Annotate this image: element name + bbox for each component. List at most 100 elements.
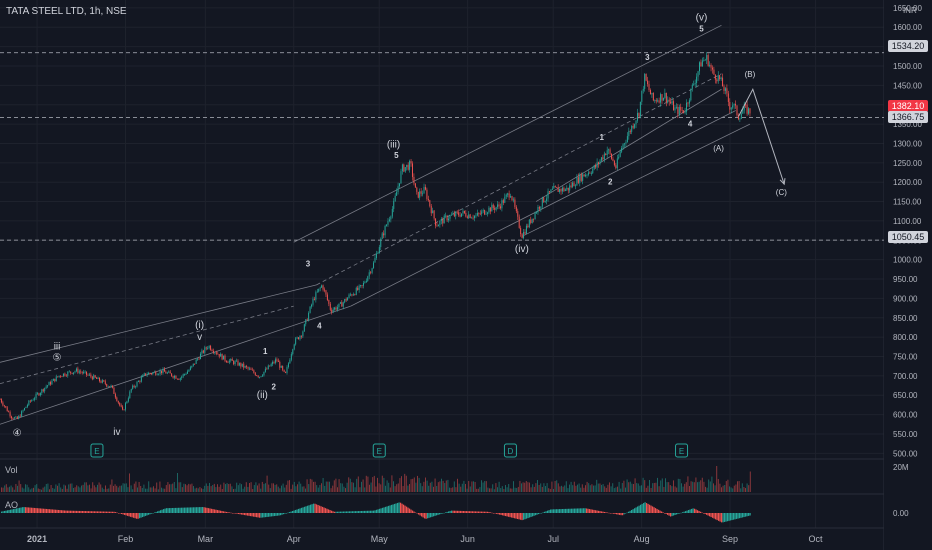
candle-body <box>68 371 70 373</box>
candle-body <box>299 335 301 340</box>
ao-bar <box>77 510 79 513</box>
candle-body <box>109 386 111 388</box>
volume-bar <box>186 485 188 492</box>
candle-body <box>717 75 719 82</box>
ao-bar <box>194 507 196 513</box>
ao-bar <box>400 502 402 513</box>
candle-body <box>371 268 373 273</box>
candle-body <box>163 368 165 372</box>
candle-body <box>57 376 59 378</box>
volume-bar <box>77 486 79 492</box>
volume-bar <box>69 483 71 492</box>
volume-bar <box>85 482 87 492</box>
volume-bar <box>303 486 305 492</box>
candle-body <box>106 384 108 387</box>
volume-bar <box>460 486 462 492</box>
volume-bar <box>413 477 415 492</box>
ao-bar <box>548 510 550 513</box>
ao-bar <box>190 507 192 513</box>
symbol-title[interactable]: TATA STEEL LTD, 1h, NSE <box>6 6 127 17</box>
ao-bar <box>643 503 645 513</box>
candle-body <box>387 221 389 225</box>
volume-bar <box>623 480 625 492</box>
volume-bar <box>471 481 473 492</box>
candle-body <box>608 149 610 151</box>
candle-body <box>339 302 341 304</box>
candle-body <box>707 55 709 66</box>
ao-bar <box>181 507 183 513</box>
volume-bar <box>269 488 271 492</box>
candle-body <box>559 188 561 192</box>
volume-bar <box>141 487 143 492</box>
candle-body <box>351 294 353 296</box>
ao-bar <box>407 507 409 513</box>
ao-bar <box>58 509 60 513</box>
volume-bar <box>386 480 388 492</box>
ao-bar <box>214 509 216 513</box>
candle-body <box>312 298 314 305</box>
price-axis[interactable]: 500.00550.00600.00650.00700.00750.00800.… <box>884 0 932 550</box>
ao-bar <box>230 512 232 514</box>
ao-bar <box>331 510 333 513</box>
volume-bar <box>517 486 519 492</box>
candle-body <box>727 93 729 102</box>
candle-body <box>632 125 634 128</box>
ao-bar <box>152 513 154 514</box>
volume-bar <box>604 486 606 492</box>
volume-bar <box>273 483 274 492</box>
volume-bar <box>53 488 55 492</box>
candle-body <box>140 377 142 382</box>
ao-bar <box>422 513 424 518</box>
candle-body <box>498 204 500 207</box>
volume-bar <box>522 482 524 492</box>
candle-body <box>399 183 401 187</box>
candle-body <box>148 372 150 375</box>
volume-bar <box>412 478 414 492</box>
ao-bar <box>289 512 291 513</box>
volume-bar <box>52 487 54 492</box>
ao-bar <box>68 510 70 513</box>
volume-bar <box>545 486 546 492</box>
volume-bar <box>322 477 324 492</box>
ao-bar <box>314 503 316 513</box>
volume-bar <box>457 478 458 492</box>
ao-bar <box>460 510 462 513</box>
ao-bar <box>464 511 466 513</box>
candle-body <box>313 298 315 300</box>
ao-bar <box>419 513 421 516</box>
volume-bar <box>621 483 623 492</box>
candle-body <box>16 416 18 419</box>
time-axis[interactable]: 2021 Feb Mar Apr May Jun Jul Aug Sep Oct <box>27 534 823 544</box>
volume-bar <box>381 475 383 492</box>
candle-body <box>38 393 40 396</box>
volume-bar <box>452 487 454 492</box>
candle-body <box>549 191 551 193</box>
ao-bar <box>455 510 457 513</box>
ao-bar <box>476 511 478 513</box>
candle-body <box>675 106 677 108</box>
ao-bar <box>13 509 15 513</box>
candle-body <box>499 206 501 209</box>
candle-body <box>645 73 647 81</box>
channel-line <box>293 24 722 243</box>
candle-body <box>683 110 685 113</box>
ao-bar <box>646 503 648 513</box>
volume-bar <box>708 479 710 492</box>
candle-body <box>122 406 124 410</box>
ao-bar <box>329 510 331 513</box>
candle-body <box>207 348 209 349</box>
candle-body <box>560 188 562 192</box>
volume-bar <box>221 488 223 492</box>
volume-bar <box>506 487 508 492</box>
volume-bar <box>125 483 127 492</box>
volume-bar <box>634 478 636 492</box>
candle-body <box>590 173 592 174</box>
candle-body <box>690 88 692 101</box>
volume-bar <box>428 485 430 492</box>
volume-bar <box>111 479 113 492</box>
volume-bar <box>533 486 535 492</box>
candle-body <box>501 200 503 209</box>
volume-bar <box>645 487 647 492</box>
